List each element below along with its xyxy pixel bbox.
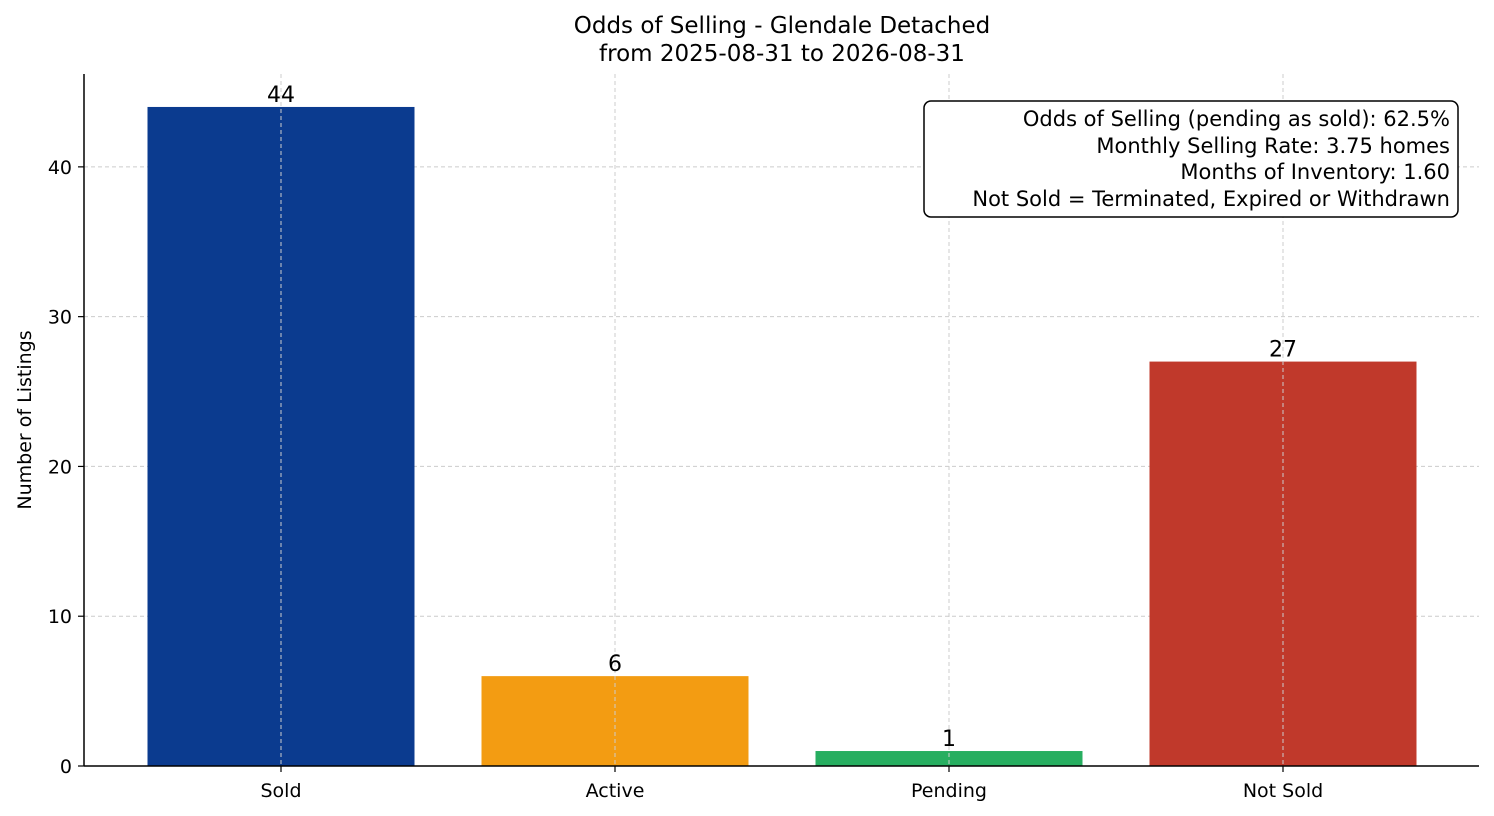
data-label-2: 1: [942, 727, 956, 752]
y-tick-label-2: 20: [48, 456, 72, 478]
y-tick-label-4: 40: [48, 157, 72, 179]
y-tick-label-3: 30: [48, 307, 72, 329]
x-tick-label-1: Active: [586, 780, 645, 802]
info-box-frame: [923, 100, 1459, 218]
labels-layer: 0 10 20 30 40 Sold 44 Active 6 Pending 1 Not Sold 27: [48, 83, 1323, 802]
data-label-3: 27: [1269, 338, 1297, 363]
chart-title: Odds of Selling - Glendale Detached: [574, 13, 991, 39]
y-axis-label: Number of Listings: [14, 330, 36, 509]
bar-0: [147, 106, 415, 766]
data-label-1: 6: [608, 652, 622, 677]
data-label-0: 44: [267, 83, 295, 108]
info-not-sold-definition: Not Sold = Terminated, Expired or Withdr…: [972, 187, 1450, 211]
y-tick-label-1: 10: [48, 606, 72, 628]
x-tick-label-2: Pending: [911, 780, 987, 802]
chart-subtitle: from 2025-08-31 to 2026-08-31: [599, 41, 965, 67]
x-tick-label-3: Not Sold: [1243, 780, 1323, 802]
info-months-of-inventory: Months of Inventory: 1.60: [1180, 160, 1450, 184]
bar-2: [815, 751, 1083, 766]
x-tick-label-0: Sold: [260, 780, 301, 802]
info-box: Odds of Selling (pending as sold): 62.5%…: [923, 100, 1459, 218]
info-odds-of-selling: Odds of Selling (pending as sold): 62.5%: [1023, 107, 1450, 131]
axes-layer: [78, 74, 1479, 772]
info-monthly-selling-rate: Monthly Selling Rate: 3.75 homes: [1096, 134, 1450, 158]
y-tick-label-0: 0: [60, 756, 72, 778]
